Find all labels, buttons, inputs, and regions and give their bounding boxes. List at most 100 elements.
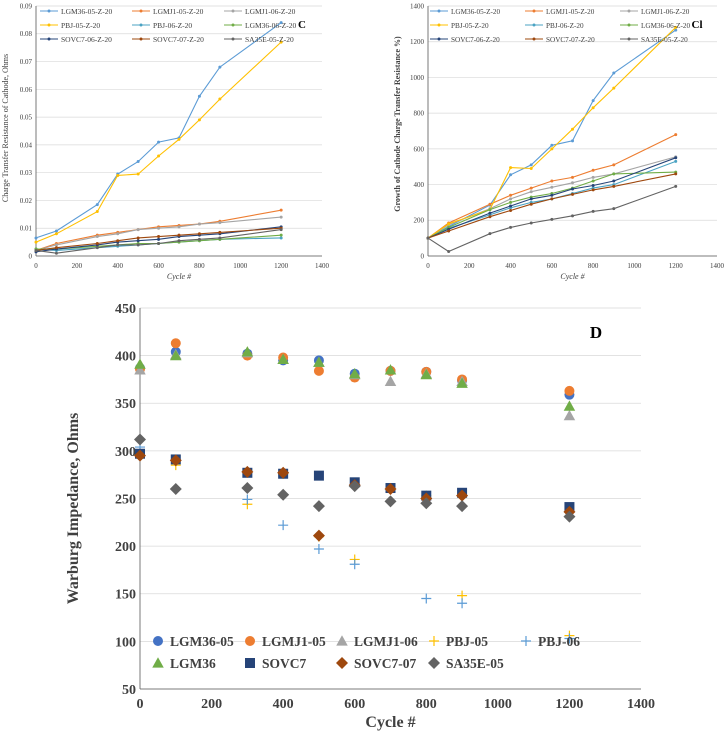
c1-legend-label-lgmj1-06-z-20: LGMJ1-06-Z-20 [641, 8, 690, 16]
d-point-lgm36 [348, 367, 361, 379]
c1-y-tick-label: 1200 [410, 38, 425, 46]
d-point-sa35e-05 [384, 495, 397, 508]
c-point-sa35e-05-z-20 [34, 248, 38, 252]
c1-legend: LGM36-05-Z-20 LGMJ1-05-Z-20 LGMJ1-06-Z-20 P… [430, 8, 691, 44]
c-point-sovc7-06-z-20 [136, 239, 140, 243]
c1-legend-marker-sa35e-05-z-20 [627, 37, 631, 41]
c-y-tick-label: 0 [29, 252, 33, 260]
c-y-tick-label: 0.01 [20, 225, 33, 233]
chart-d: 0 200 400 600 800 1000 1200 1400 50 100 150 200 250 3… [65, 302, 655, 731]
c-legend-marker-sovc7-07-z-20 [139, 37, 143, 41]
c1-series-line-pbj-05-z-20 [427, 27, 677, 239]
d-y-tick-label: 50 [122, 683, 136, 698]
c1-point-sovc7-07-z-20 [447, 229, 451, 233]
c1-point-sovc7-06-z-20 [674, 156, 678, 160]
c1-point-lgmj1-06-z-20 [529, 190, 533, 194]
c1-x-tick-label: 600 [547, 262, 558, 270]
d-point-pbj-06 [278, 520, 289, 531]
c1-point-sa35e-05-z-20 [426, 236, 430, 240]
c-y-tick-label: 0.06 [20, 86, 33, 94]
d-point-sovc7-07 [384, 482, 397, 495]
c-point-lgmj1-06-z-20 [197, 222, 201, 226]
c-series-line-lgm36-05-z-20 [35, 22, 282, 239]
d-point-sa35e-05 [241, 482, 254, 495]
d-legend-marker-lgmj1-06 [336, 635, 348, 646]
d-point-pbj-06 [313, 543, 324, 554]
c1-x-tick-label: 1000 [627, 262, 642, 270]
c-point-sovc7-07-z-20 [177, 233, 181, 237]
c-point-pbj-05-z-20 [136, 172, 140, 176]
d-x-axis-title: Cycle # [365, 714, 415, 731]
c-legend: LGM36-05-Z-20 LGMJ1-05-Z-20 LGMJ1-06-Z-20 P… [40, 7, 296, 44]
c-point-lgmj1-06-z-20 [177, 225, 181, 229]
c-series-line-lgmj1-05-z-20 [35, 209, 282, 251]
d-legend-marker-pbj-06 [521, 636, 531, 646]
d-legend-marker-lgmj1-05 [245, 636, 255, 646]
c-point-lgm36-05-z-20 [157, 140, 161, 144]
c1-series-line-sovc7-07-z-20 [427, 173, 676, 239]
c1-point-sa35e-05-z-20 [550, 217, 554, 221]
d-y-tick-label: 250 [115, 492, 136, 507]
c1-point-pbj-05-z-20 [529, 167, 533, 170]
c1-point-sa35e-05-z-20 [612, 207, 616, 211]
d-legend-label-lgm36-05: LGM36-05 [170, 634, 234, 649]
d-legend-marker-pbj-05 [429, 636, 439, 646]
c1-point-lgm36-05-z-20 [550, 143, 554, 147]
c-point-pbj-05-z-20 [95, 210, 99, 214]
c-point-sovc7-07-z-20 [136, 236, 140, 240]
c-point-sa35e-05-z-20 [177, 239, 181, 243]
c1-legend-label-pbj-05-z-20: PBJ-05-Z-20 [451, 22, 489, 30]
c1-point-sa35e-05-z-20 [591, 209, 595, 213]
d-point-lgm36 [277, 353, 289, 365]
chart-c1: 0 200 400 600 800 1000 1200 1400 0 200 400 600 800 10… [393, 2, 725, 281]
c1-point-sovc7-06-z-20 [571, 187, 574, 191]
c1-x-tick-label: 1200 [669, 262, 684, 270]
c-legend-label-lgm36-06-z-20: LGM36-06-Z-20 [245, 21, 296, 30]
d-point-lgm36 [134, 358, 146, 369]
d-legend-label-sovc7-07: SOVC7-07 [354, 656, 417, 671]
c1-x-tick-label: 800 [588, 262, 599, 270]
c-point-lgm36-05-z-20 [218, 65, 222, 69]
c1-point-lgm36-06-z-20 [591, 179, 595, 183]
c-point-sa35e-05-z-20 [54, 251, 58, 255]
c1-series-line-lgm36-05-z-20 [427, 29, 677, 239]
c1-point-lgmj1-05-z-20 [529, 186, 533, 190]
c1-point-sa35e-05-z-20 [447, 250, 451, 254]
c-point-lgmj1-06-z-20 [116, 232, 120, 236]
c1-legend-marker-lgm36-05-z-20 [437, 9, 441, 13]
c1-point-lgmj1-05-z-20 [612, 163, 616, 167]
c1-point-lgmj1-05-z-20 [509, 193, 513, 197]
d-point-pbj-06 [564, 633, 575, 644]
c-point-lgm36-05-z-20 [95, 203, 99, 207]
c1-point-pbj-05-z-20 [612, 86, 616, 90]
c1-point-sa35e-05-z-20 [529, 221, 533, 225]
c-legend-marker-lgm36-05-z-20 [47, 9, 51, 13]
c1-x-axis-title: Cycle # [560, 272, 585, 281]
c1-point-sovc7-06-z-20 [550, 193, 554, 197]
c1-point-sovc7-06-z-20 [509, 204, 513, 208]
c-y-tick-label: 0.02 [20, 197, 33, 205]
c-y-tick-label: 0.08 [20, 30, 33, 38]
c-point-lgm36-05-z-20 [54, 229, 58, 233]
c1-point-sovc7-06-z-20 [529, 197, 533, 201]
d-y-tick-label: 400 [115, 350, 136, 365]
c1-point-lgm36-05-z-20 [591, 99, 595, 103]
c-point-lgmj1-06-z-20 [95, 235, 99, 239]
d-y-tick-label: 350 [115, 397, 136, 412]
d-point-sovc7-07 [277, 466, 290, 479]
chart-c: 0 200 400 600 800 1000 1200 1400 0 0.01 0.02 0.03 0.… [1, 2, 330, 281]
c-point-lgmj1-06-z-20 [54, 243, 58, 247]
c-point-pbj-06-z-20 [279, 236, 283, 240]
c1-point-pbj-05-z-20 [591, 106, 595, 110]
c-x-tick-label: 1400 [315, 262, 330, 270]
c1-point-lgm36-05-z-20 [612, 71, 616, 75]
c1-point-sovc7-07-z-20 [488, 215, 492, 219]
d-x-tick-label: 600 [344, 697, 365, 712]
d-x-tick-label: 400 [273, 697, 294, 712]
c-series-line-pbj-05-z-20 [35, 41, 282, 243]
c-x-tick-label: 400 [112, 262, 123, 270]
c-point-lgmj1-06-z-20 [136, 228, 140, 232]
c-point-sovc7-07-z-20 [95, 242, 99, 245]
c-point-sovc7-07-z-20 [197, 232, 201, 236]
d-point-lgm36 [420, 368, 433, 380]
